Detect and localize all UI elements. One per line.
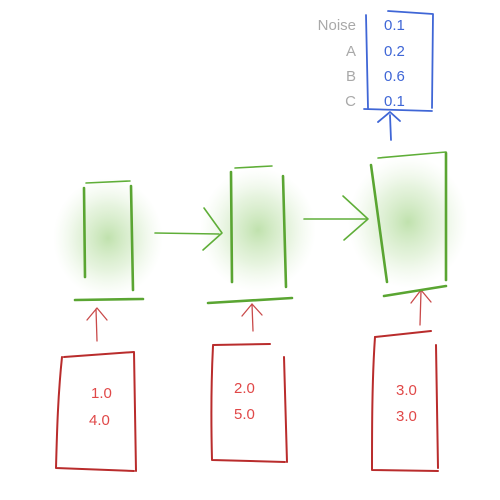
input-1-line-2: 4.0 [89,412,110,429]
output-value-c: 0.1 [384,93,405,110]
hidden-box-2 [200,165,316,305]
input-3-line-1: 3.0 [396,382,417,399]
input-box-1: 1.0 4.0 [55,351,137,472]
output-value-noise: 0.1 [384,17,405,34]
right-arrow-icon [154,207,223,251]
output-label-a: A [346,43,356,60]
output-label-noise: Noise [318,17,356,34]
input-2-line-2: 5.0 [234,406,255,423]
output-label-c: C [345,93,356,110]
output-value-b: 0.6 [384,68,405,85]
up-arrow-icon [86,307,108,342]
input-box-3: 3.0 3.0 [371,330,439,472]
input-3-line-2: 3.0 [396,408,417,425]
up-arrow-icon [410,289,432,326]
input-1-line-1: 1.0 [91,385,112,402]
up-arrow-icon [241,303,263,332]
hidden-box-3 [348,151,468,298]
output-box [363,10,434,112]
up-arrow-icon [377,111,401,141]
input-box-2: 2.0 5.0 [210,343,288,463]
output-value-a: 0.2 [384,43,405,60]
hidden-box-1 [53,178,163,302]
right-arrow-icon [303,195,369,241]
output-label-b: B [346,68,356,85]
output-labels: Noise A B C [318,17,357,110]
input-2-line-1: 2.0 [234,380,255,397]
output-values: 0.1 0.2 0.6 0.1 [384,17,405,110]
